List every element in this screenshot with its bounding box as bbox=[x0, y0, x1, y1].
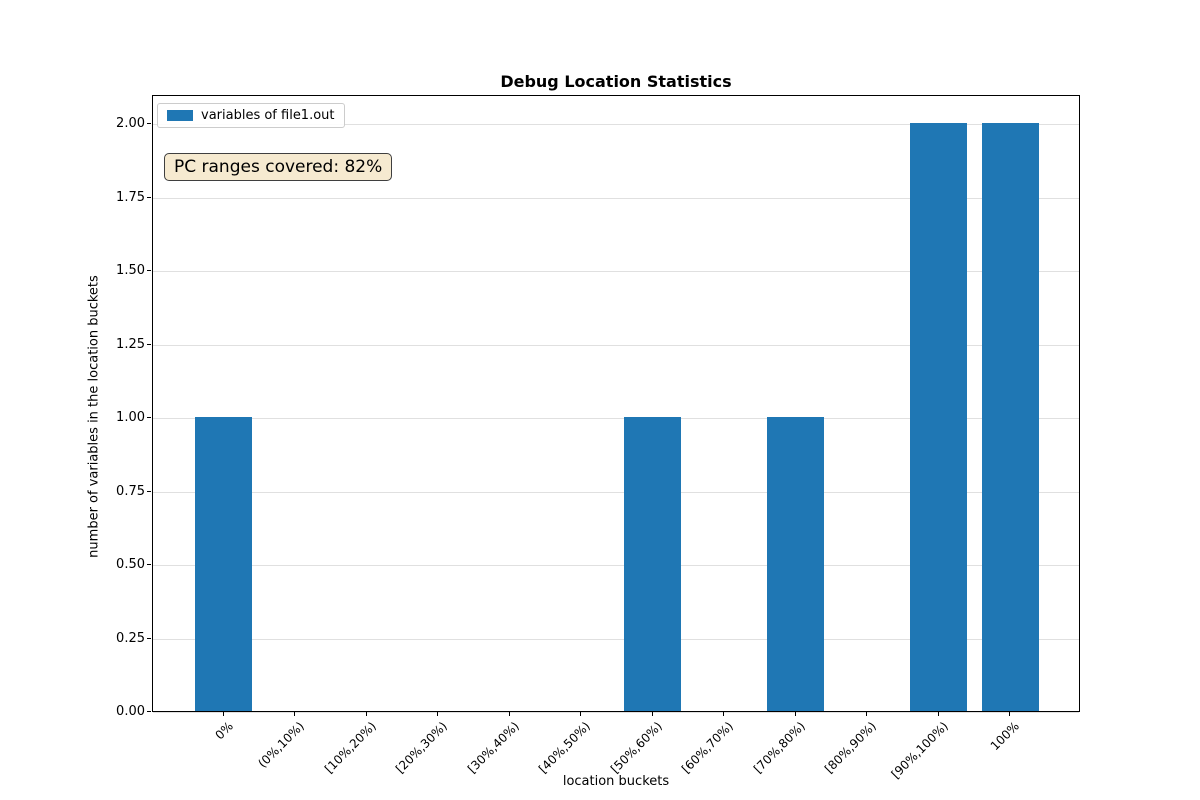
x-tick-label: [20%,30%) bbox=[393, 719, 451, 776]
x-tick bbox=[866, 712, 868, 716]
bar bbox=[910, 123, 968, 711]
x-tick-label: [40%,50%) bbox=[536, 719, 594, 776]
gridline bbox=[153, 491, 1079, 493]
x-tick bbox=[937, 712, 939, 716]
x-tick-label: [70%,80%) bbox=[750, 719, 808, 776]
x-tick bbox=[294, 712, 296, 716]
gridline bbox=[153, 124, 1079, 126]
x-tick bbox=[723, 712, 725, 716]
gridline bbox=[153, 712, 1079, 713]
x-tick bbox=[365, 712, 367, 716]
chart-title: Debug Location Statistics bbox=[500, 72, 732, 91]
legend: variables of file1.out bbox=[157, 103, 345, 128]
bar bbox=[981, 123, 1039, 711]
y-tick bbox=[147, 123, 151, 125]
y-tick bbox=[147, 270, 151, 272]
x-tick bbox=[508, 712, 510, 716]
bar bbox=[195, 417, 253, 711]
x-tick-label: [30%,40%) bbox=[464, 719, 522, 776]
annotation-pc-ranges: PC ranges covered: 82% bbox=[164, 153, 393, 181]
y-tick-label: 0.75 bbox=[116, 483, 145, 499]
gridline bbox=[153, 344, 1079, 346]
x-tick-label: 0% bbox=[212, 719, 236, 743]
gridline bbox=[153, 418, 1079, 420]
y-tick-label: 0.00 bbox=[116, 704, 145, 719]
x-tick-label: 100% bbox=[987, 719, 1023, 754]
bar bbox=[767, 417, 825, 711]
y-tick-label: 1.75 bbox=[116, 189, 145, 205]
x-tick-label: [60%,70%) bbox=[679, 719, 737, 776]
gridline bbox=[153, 638, 1079, 640]
gridline bbox=[153, 565, 1079, 567]
gridline bbox=[153, 271, 1079, 273]
bar bbox=[624, 417, 682, 711]
gridline bbox=[153, 197, 1079, 199]
x-tick-label: [80%,90%) bbox=[822, 719, 880, 776]
x-tick bbox=[580, 712, 582, 716]
y-tick bbox=[147, 490, 151, 492]
y-tick-label: 1.00 bbox=[116, 410, 145, 426]
y-tick bbox=[147, 343, 151, 345]
x-tick-label: [90%,100%) bbox=[888, 719, 951, 782]
y-tick bbox=[147, 564, 151, 566]
y-tick-label: 2.00 bbox=[116, 116, 145, 132]
y-tick-label: 0.50 bbox=[116, 557, 145, 573]
x-tick-label: [10%,20%) bbox=[321, 719, 379, 776]
y-tick-label: 0.25 bbox=[116, 630, 145, 646]
y-tick bbox=[147, 196, 151, 198]
x-tick bbox=[222, 712, 224, 716]
x-tick bbox=[437, 712, 439, 716]
y-tick bbox=[147, 417, 151, 419]
legend-swatch-icon bbox=[167, 110, 193, 121]
y-tick bbox=[147, 637, 151, 639]
plot-area: variables of file1.out PC ranges covered… bbox=[152, 95, 1080, 713]
y-tick-label: 1.50 bbox=[116, 263, 145, 279]
x-tick-label: [50%,60%) bbox=[607, 719, 665, 776]
legend-label: variables of file1.out bbox=[201, 108, 335, 123]
y-tick-label: 1.25 bbox=[116, 336, 145, 352]
x-tick bbox=[1009, 712, 1011, 716]
x-tick-label: (0%,10%) bbox=[255, 719, 308, 771]
x-tick bbox=[794, 712, 796, 716]
x-axis-label: location buckets bbox=[562, 774, 670, 789]
y-tick bbox=[147, 711, 151, 712]
x-tick bbox=[651, 712, 653, 716]
